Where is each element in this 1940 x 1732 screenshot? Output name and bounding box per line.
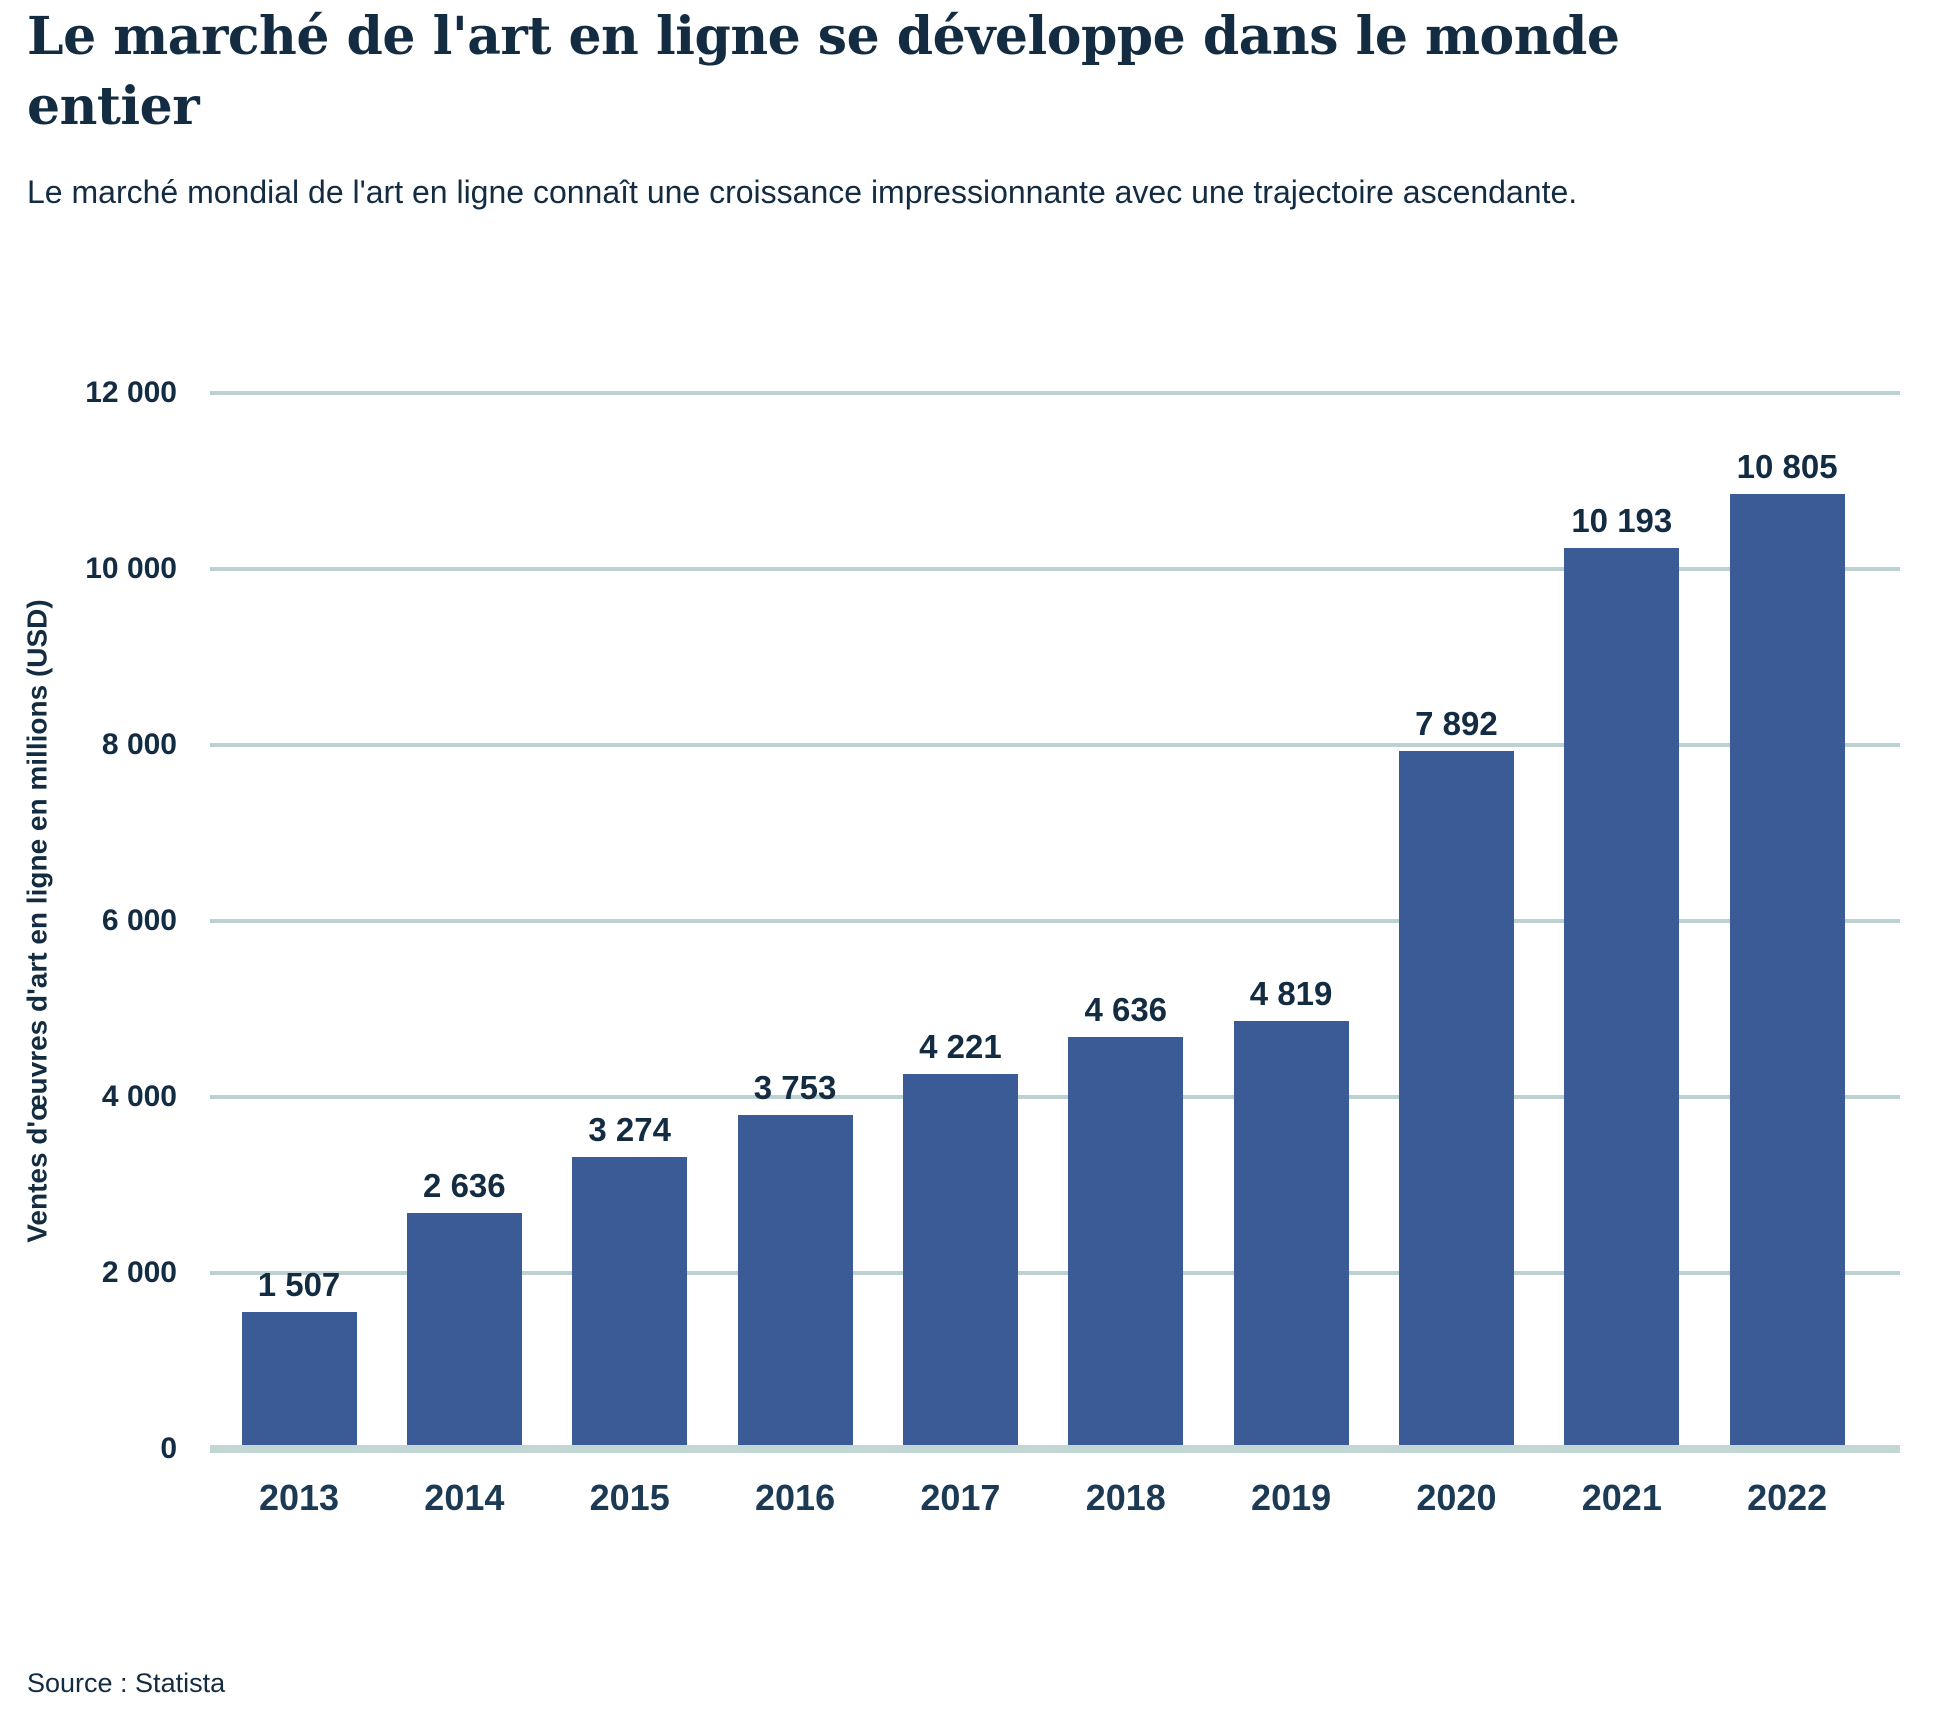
bar-2020: [1398, 750, 1514, 1445]
value-label-2017: 4 221: [919, 1027, 1002, 1065]
gridline-12000: [210, 391, 1900, 395]
bar-2019: [1233, 1020, 1349, 1445]
x-tick-label-2022: 2022: [1747, 1477, 1828, 1518]
bar-2014: [406, 1213, 522, 1445]
bar-2018: [1068, 1037, 1184, 1445]
y-tick-label-8000: 8 000: [101, 728, 177, 761]
y-axis-title-text: Ventes d'œuvres d'art en ligne en millio…: [22, 599, 54, 1243]
page-subtitle: Le marché mondial de l'art en ligne conn…: [27, 174, 1578, 210]
y-tick-label-0: 0: [160, 1432, 177, 1465]
value-label-2015: 3 274: [588, 1110, 671, 1148]
y-tick-label-10000: 10 000: [85, 552, 177, 585]
gridline-10000: [210, 567, 1900, 571]
value-label-2020: 7 892: [1415, 704, 1498, 742]
y-tick-label-6000: 6 000: [101, 904, 177, 937]
x-tick-label-2019: 2019: [1251, 1477, 1332, 1518]
source-note: Source : Statista: [27, 1668, 226, 1698]
gridline-8000: [210, 743, 1900, 747]
y-axis-title: Ventes d'œuvres d'art en ligne en millio…: [14, 393, 62, 1449]
value-label-2014: 2 636: [423, 1167, 506, 1205]
x-tick-label-2018: 2018: [1085, 1477, 1166, 1518]
y-tick-label-2000: 2 000: [101, 1256, 177, 1289]
value-label-2021: 10 193: [1571, 502, 1673, 540]
bar-2013: [241, 1312, 357, 1445]
plot-area: 0 2 000 4 000 6 000 8 000 10 000 12 000 1 507 20…: [85, 376, 1900, 1518]
x-tick-label-2014: 2014: [424, 1477, 505, 1518]
value-label-2019: 4 819: [1249, 974, 1333, 1012]
bar-2022: [1729, 494, 1845, 1445]
x-tick-label-2015: 2015: [589, 1477, 670, 1518]
x-tick-label-2021: 2021: [1581, 1477, 1662, 1518]
page-title: Le marché de l'art en ligne se développe…: [27, 6, 1620, 137]
y-tick-label-4000: 4 000: [101, 1080, 177, 1113]
value-label-2016: 3 753: [753, 1068, 837, 1106]
bar-2015: [572, 1156, 688, 1445]
gridline-6000: [210, 919, 1900, 923]
value-label-2022: 10 805: [1736, 448, 1838, 486]
gridline-4000: [210, 1095, 1900, 1099]
y-tick-label-12000: 12 000: [85, 376, 177, 409]
x-tick-label-2016: 2016: [755, 1477, 836, 1518]
x-axis-line: [210, 1445, 1900, 1453]
value-label-2018: 4 636: [1084, 991, 1168, 1029]
x-tick-label-2013: 2013: [258, 1477, 340, 1518]
x-tick-label-2020: 2020: [1416, 1477, 1497, 1518]
bar-2021: [1564, 548, 1680, 1445]
value-label-2013: 1 507: [257, 1266, 341, 1304]
gridline-2000: [210, 1271, 1900, 1275]
bar-2017: [902, 1073, 1018, 1445]
bar-2016: [737, 1114, 853, 1445]
x-tick-label-2017: 2017: [920, 1477, 1001, 1518]
